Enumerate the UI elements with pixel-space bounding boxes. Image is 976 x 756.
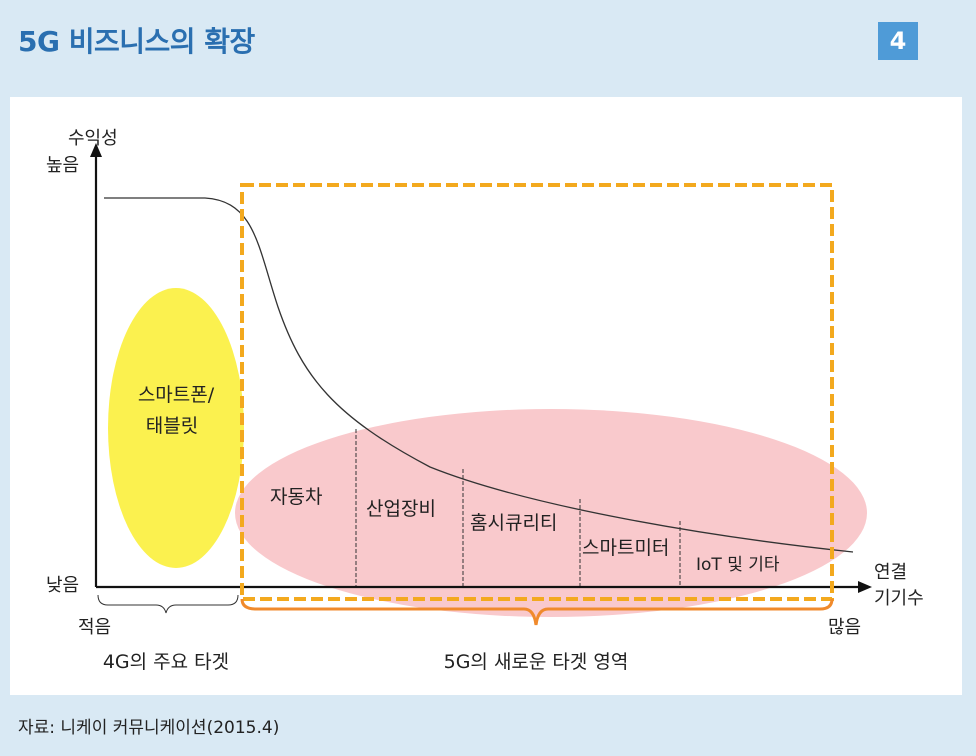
x-axis-high-label: 많음 xyxy=(828,617,861,638)
x-axis-arrowhead xyxy=(858,581,872,593)
segment-label: 홈시큐리티 xyxy=(470,512,557,534)
diagram-panel: 수익성 높음 낮음 연결 기기수 적음 많음 스마트폰/ 태블릿 자동차 산업장… xyxy=(10,97,962,695)
new-target-region xyxy=(235,409,867,617)
bracket-4g-label: 4G의 주요 타겟 xyxy=(103,651,229,673)
smartphone-label: 태블릿 xyxy=(146,415,198,437)
segment-label: 스마트미터 xyxy=(582,537,669,559)
target-5g-box xyxy=(240,183,834,601)
diagram-canvas: 수익성 높음 낮음 연결 기기수 적음 많음 스마트폰/ 태블릿 자동차 산업장… xyxy=(46,128,924,673)
x-axis-label: 연결 xyxy=(874,562,907,583)
bracket-5g xyxy=(240,598,834,626)
page-title: 5G 비즈니스의 확장 xyxy=(18,25,255,58)
x-axis-label: 기기수 xyxy=(874,588,924,609)
y-axis-high-label: 높음 xyxy=(46,155,79,176)
bracket-4g xyxy=(97,594,239,614)
profitability-curve xyxy=(104,197,854,553)
source-note: 자료: 니케이 커뮤니케이션(2015.4) xyxy=(18,718,280,738)
page-number-badge: 4 xyxy=(878,22,918,60)
segment-label: IoT 및 기타 xyxy=(696,555,780,575)
smartphone-label: 스마트폰/ xyxy=(138,384,215,406)
segment-label: 산업장비 xyxy=(366,498,436,520)
y-axis-label: 수익성 xyxy=(68,128,118,149)
smartphone-region xyxy=(108,288,244,568)
bracket-5g-label: 5G의 새로운 타겟 영역 xyxy=(444,651,629,673)
y-axis-low-label: 낮음 xyxy=(46,575,79,596)
x-axis-low-label: 적음 xyxy=(78,617,111,638)
y-axis-arrowhead xyxy=(90,143,102,157)
segment-label: 자동차 xyxy=(270,486,322,508)
